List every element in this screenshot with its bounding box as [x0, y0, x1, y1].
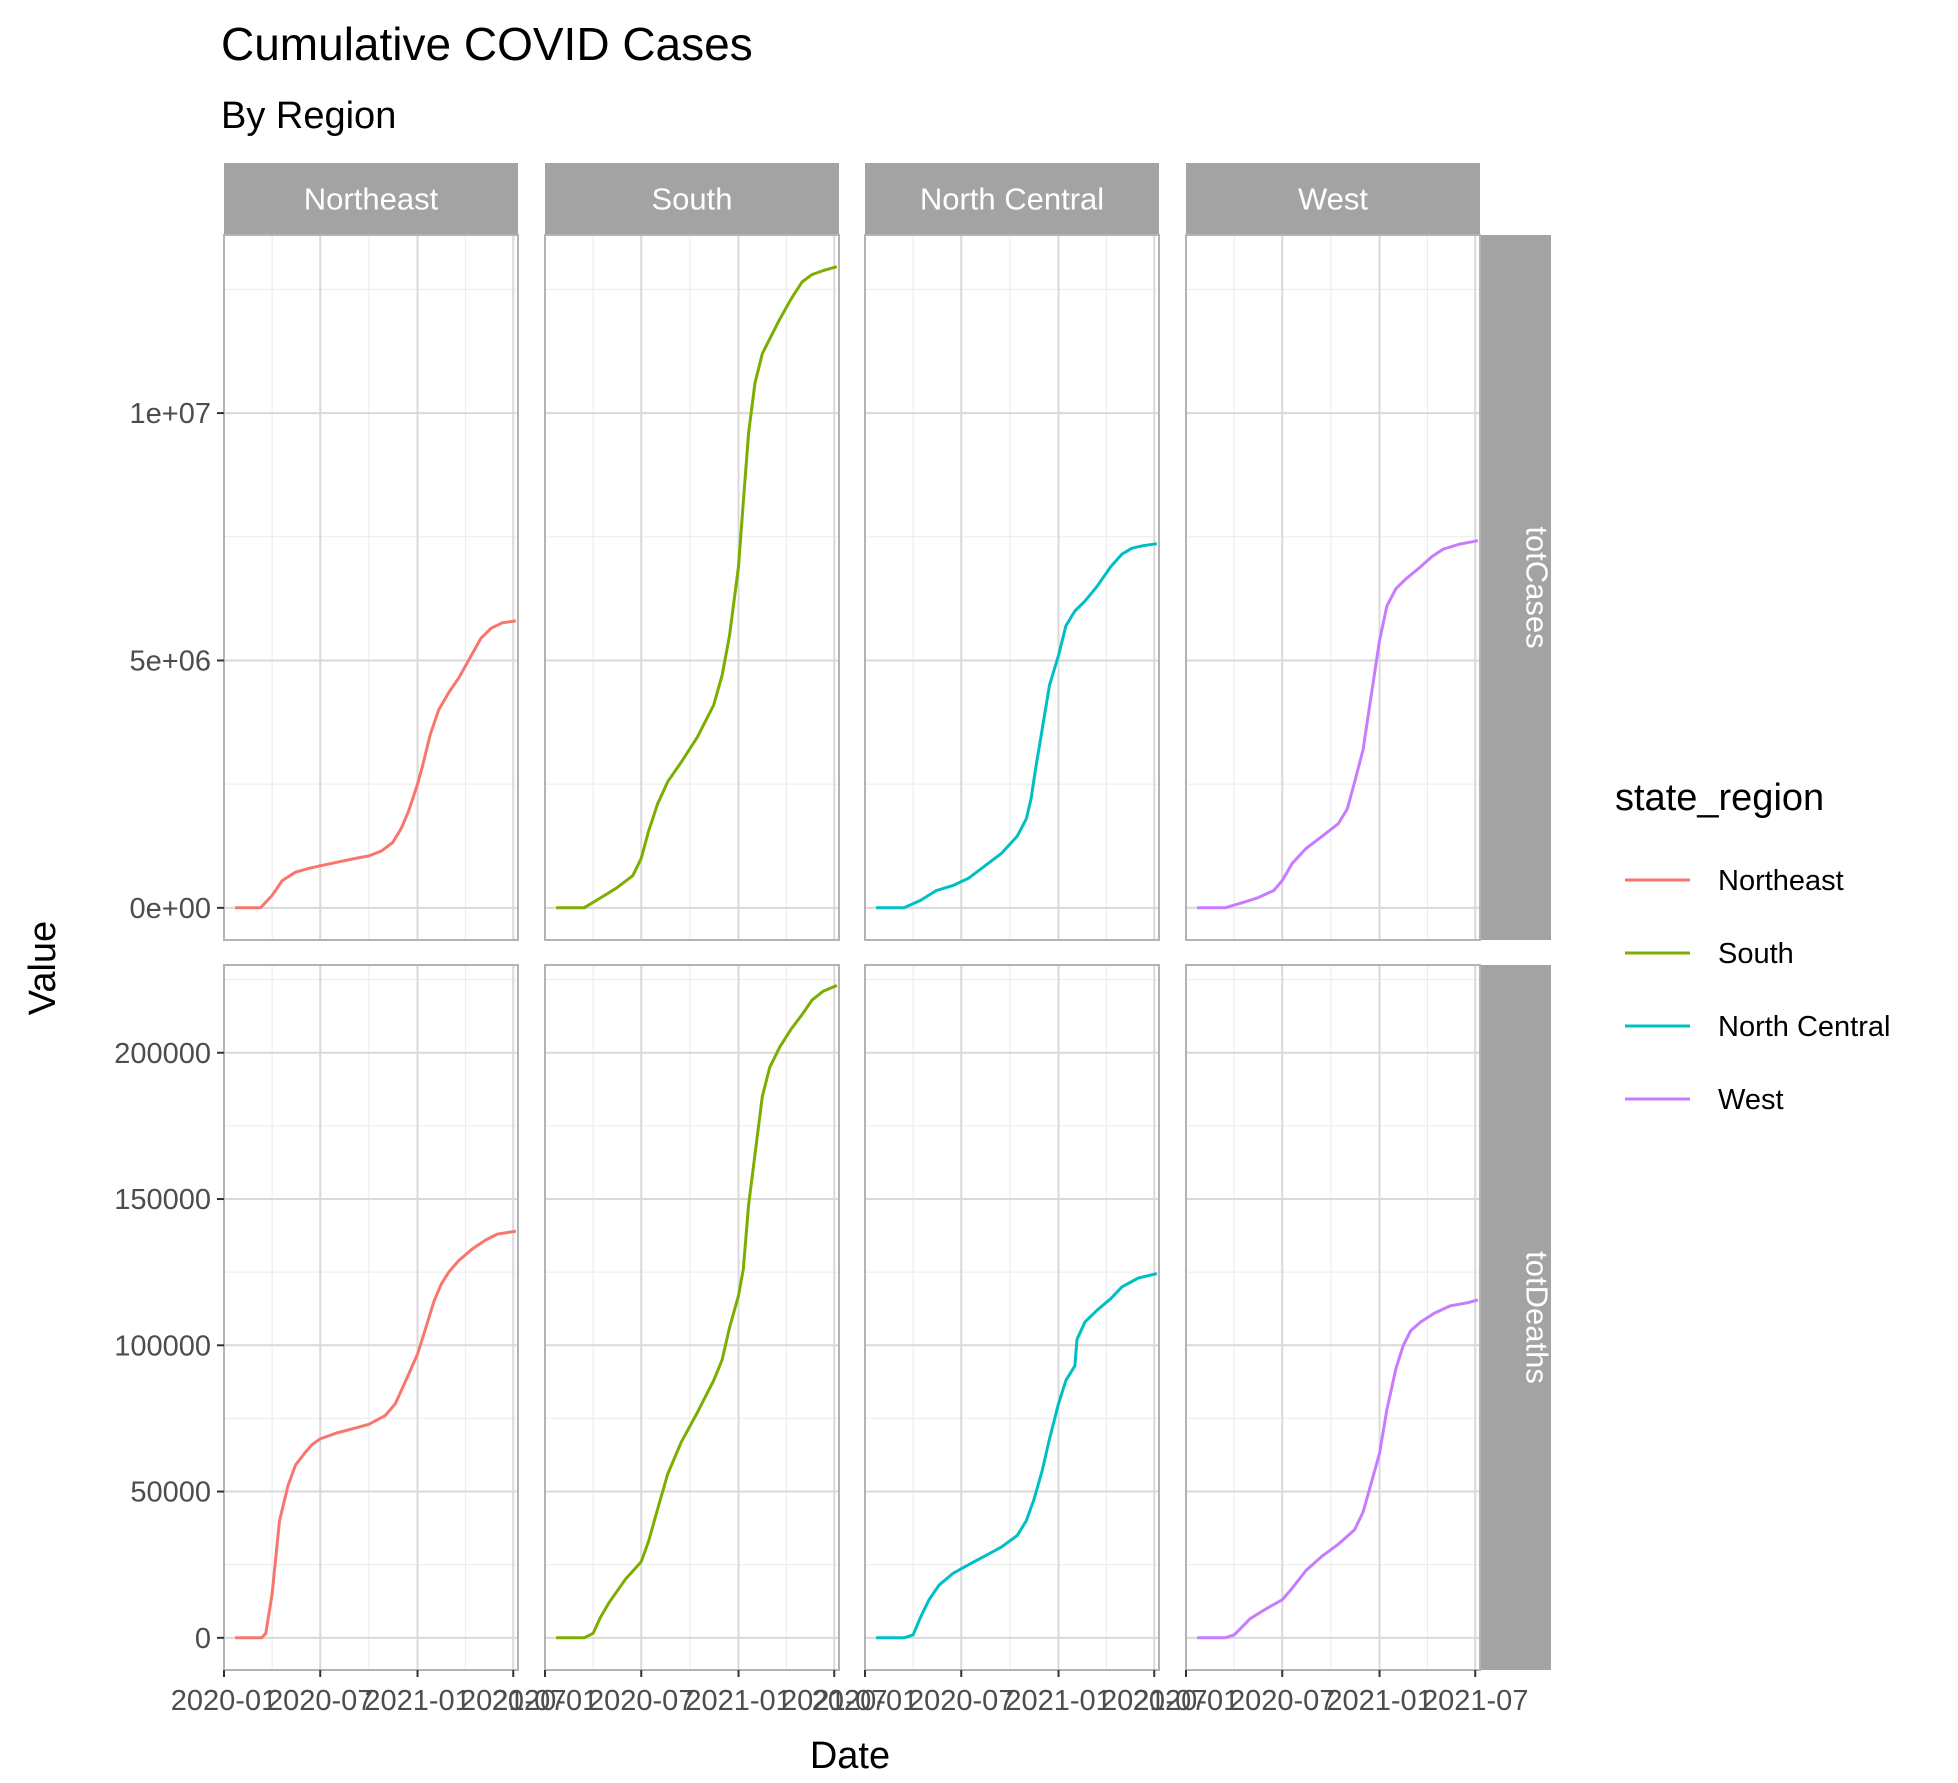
facet-panel: 0500001000001500002000002020-012020-0720… — [114, 964, 566, 1717]
panel-border — [1185, 964, 1481, 1671]
facet-panel — [1185, 234, 1481, 941]
x-tick-label: 2020-01 — [171, 1685, 277, 1717]
x-tick-label: 2021-07 — [460, 1685, 566, 1717]
panel-border — [544, 964, 840, 1671]
series-line — [876, 542, 1158, 910]
facet-panel — [544, 234, 840, 941]
legend-label: North Central — [1718, 1011, 1890, 1043]
facet-row-strip-label: totDeaths — [1520, 1251, 1555, 1384]
panel-border — [1185, 234, 1481, 941]
legend: Northeast South North Central West — [1625, 865, 1890, 1116]
panel-border — [223, 964, 519, 1671]
x-tick-label: 2021-01 — [1005, 1685, 1111, 1717]
x-tick-label: 2021-07 — [781, 1685, 887, 1717]
legend-label: Northeast — [1718, 865, 1844, 897]
panel-border — [864, 964, 1160, 1671]
panel-background — [1186, 965, 1480, 1670]
facet-strip-label: Northeast — [304, 182, 439, 217]
panel-background — [865, 965, 1159, 1670]
legend-label: West — [1718, 1084, 1784, 1116]
chart-title: Cumulative COVID Cases — [221, 18, 753, 70]
series-line — [235, 619, 517, 910]
facet-panels: Northeast South North Central West totCases t… — [114, 163, 1555, 1717]
panel-background — [545, 235, 839, 940]
facet-strip-label: South — [651, 182, 732, 217]
x-tick-label: 2021-07 — [1422, 1685, 1528, 1717]
facet-row-strip-label: totCases — [1520, 526, 1555, 648]
panel-border — [544, 234, 840, 941]
series-line — [1197, 539, 1479, 910]
y-tick-label: 200000 — [114, 1038, 211, 1070]
x-tick-label: 2020-07 — [1229, 1685, 1335, 1717]
chart-subtitle: By Region — [221, 95, 396, 137]
x-tick-label: 2020-07 — [908, 1685, 1014, 1717]
y-tick-label: 50000 — [130, 1477, 211, 1509]
facet-strip — [545, 163, 839, 234]
panel-background — [224, 965, 518, 1670]
facet-strip — [224, 163, 518, 234]
panel-background — [545, 965, 839, 1670]
facet-strip-label: North Central — [920, 182, 1104, 217]
legend-label: South — [1718, 938, 1794, 970]
facet-row-strip — [1480, 235, 1551, 940]
x-tick-label: 2021-01 — [364, 1685, 470, 1717]
facet-strip-label: West — [1298, 182, 1368, 217]
x-tick-label: 2020-01 — [492, 1685, 598, 1717]
panel-background — [865, 235, 1159, 940]
x-tick-label: 2021-01 — [685, 1685, 791, 1717]
y-axis-title: Value — [22, 921, 64, 1015]
y-tick-label: 0 — [195, 1623, 211, 1655]
series-line — [235, 1229, 517, 1640]
legend-title: state_region — [1615, 777, 1824, 819]
facet-panel: 0e+00 5e+06 1e+07 — [130, 234, 519, 941]
x-tick-label: 2020-01 — [812, 1685, 918, 1717]
facet-strip — [1186, 163, 1480, 234]
x-axis-title: Date — [810, 1735, 890, 1777]
facet-strip — [865, 163, 1159, 234]
panel-border — [864, 234, 1160, 941]
facet-row-strip — [1480, 965, 1551, 1670]
series-line — [1197, 1298, 1479, 1640]
x-tick-label: 2020-07 — [588, 1685, 694, 1717]
series-line — [876, 1272, 1158, 1640]
series-line — [556, 265, 838, 910]
panel-background — [1186, 235, 1480, 940]
y-tick-label: 1e+07 — [130, 398, 211, 430]
x-tick-label: 2020-07 — [267, 1685, 373, 1717]
y-tick-label: 100000 — [114, 1330, 211, 1362]
series-line — [556, 984, 838, 1640]
x-tick-label: 2021-07 — [1101, 1685, 1207, 1717]
panel-border — [223, 234, 519, 941]
y-tick-label: 0e+00 — [130, 893, 211, 925]
facet-panel — [864, 234, 1160, 941]
x-tick-label: 2020-01 — [1133, 1685, 1239, 1717]
x-tick-label: 2021-01 — [1326, 1685, 1432, 1717]
panel-background — [224, 235, 518, 940]
y-tick-label: 5e+06 — [130, 645, 211, 677]
y-tick-label: 150000 — [114, 1184, 211, 1216]
